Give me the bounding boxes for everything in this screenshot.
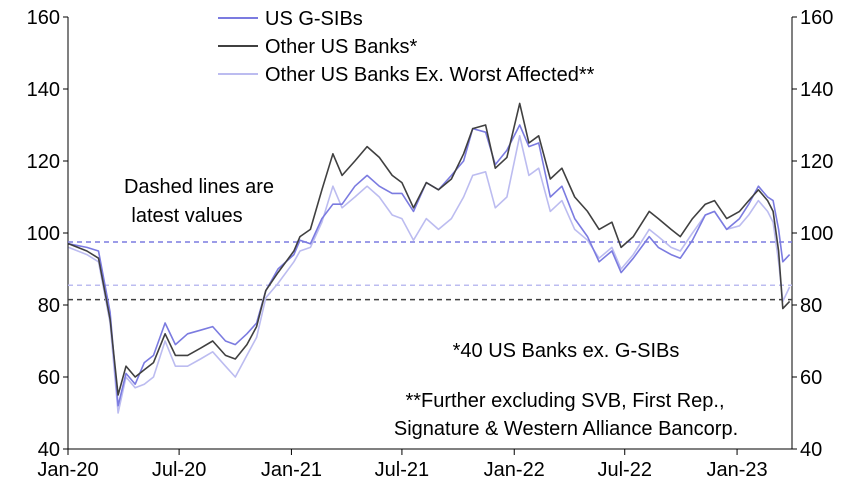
y-tick-label-left: 160	[27, 7, 60, 29]
y-tick-label-left: 40	[38, 439, 60, 461]
series-lines	[68, 102, 791, 414]
x-tick-label: Jul-21	[375, 459, 429, 481]
y-tick-label-right: 60	[800, 367, 822, 389]
footnote-exclusions-line1: **Further excluding SVB, First Rep.,	[405, 390, 724, 412]
y-tick-label-right: 120	[800, 151, 833, 173]
series-line-2	[68, 135, 791, 414]
x-tick-label: Jul-20	[152, 459, 206, 481]
footnote-g-sibs: *40 US Banks ex. G-SIBs	[453, 340, 680, 362]
dashed-lines-note-line2: latest values	[131, 205, 242, 227]
legend-label-us-gsibs: US G-SIBs	[265, 8, 363, 30]
legend-label-other-us-banks: Other US Banks*	[265, 36, 418, 58]
y-tick-label-right: 100	[800, 223, 833, 245]
x-tick-label: Jan-20	[37, 459, 98, 481]
y-tick-label-right: 140	[800, 79, 833, 101]
dashed-lines-note-line1: Dashed lines are	[124, 176, 274, 198]
legend-label-other-us-banks-ex-worst: Other US Banks Ex. Worst Affected**	[265, 64, 595, 86]
x-axis-ticks: Jan-20 Jul-20 Jan-21 Jul-21 Jan-22 Jul-22 Jan-…	[37, 449, 768, 481]
y-axis-ticks: 40 40 60 60 80 80 100 100 120 120 140 140 160 160	[27, 7, 834, 461]
y-tick-label-left: 100	[27, 223, 60, 245]
x-tick-label: Jul-22	[597, 459, 651, 481]
y-tick-label-left: 60	[38, 367, 60, 389]
y-tick-label-right: 160	[800, 7, 833, 29]
y-tick-label-left: 80	[38, 295, 60, 317]
series-line-0	[68, 124, 791, 407]
latest-value-dashed-lines	[68, 241, 792, 301]
y-tick-label-right: 80	[800, 295, 822, 317]
y-tick-label-left: 140	[27, 79, 60, 101]
x-tick-label: Jan-23	[706, 459, 767, 481]
y-tick-label-right: 40	[800, 439, 822, 461]
y-tick-label-left: 120	[27, 151, 60, 173]
x-tick-label: Jan-21	[261, 459, 322, 481]
series-line-1	[68, 102, 791, 396]
footnote-exclusions-line2: Signature & Western Alliance Bancorp.	[394, 418, 738, 440]
legend: US G-SIBs Other US Banks* Other US Banks…	[218, 8, 595, 86]
x-tick-label: Jan-22	[484, 459, 545, 481]
